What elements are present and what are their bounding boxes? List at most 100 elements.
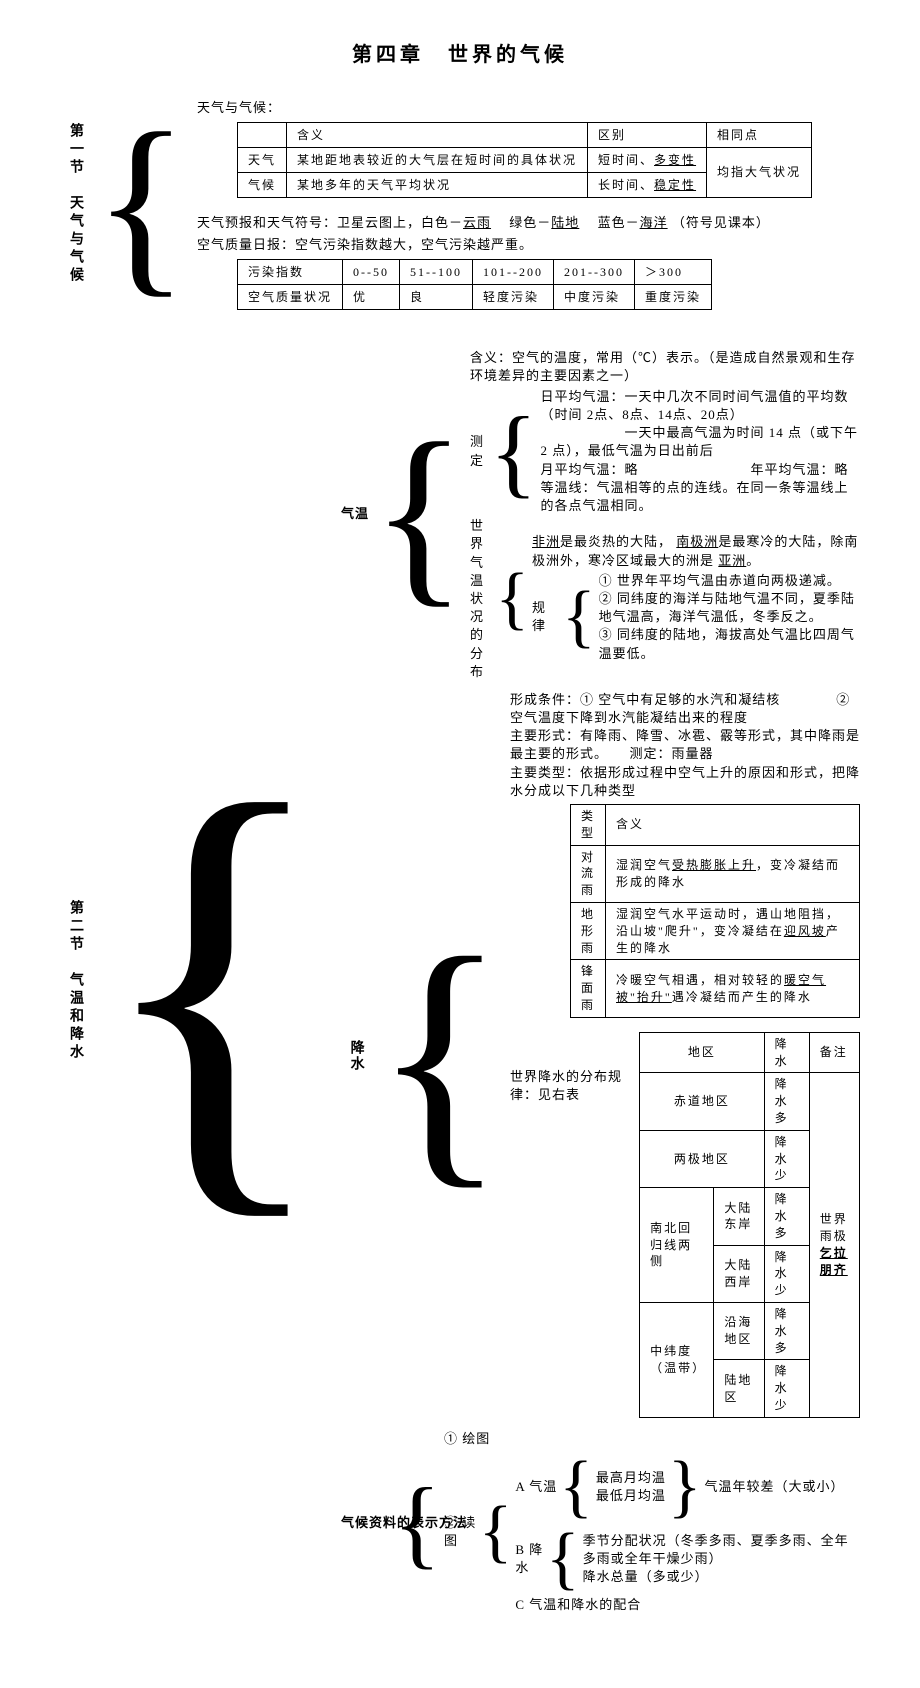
brace-icon: {: [369, 414, 470, 614]
branch-label: 气温: [341, 505, 369, 523]
cell: 降水: [764, 1032, 809, 1073]
cell: 区别: [588, 122, 707, 147]
text: 非洲是最炎热的大陆， 南极洲是最寒冷的大陆，除南极洲外，寒冷区域最大的洲是 亚洲…: [532, 533, 860, 569]
cell: 51--100: [400, 259, 473, 284]
branch-label: 测定: [470, 433, 488, 469]
brace-icon: {: [493, 564, 532, 634]
table-weather-climate: 含义 区别 相同点 天气 某地距地表较近的大气层在短时间的具体状况 短时间、多变…: [237, 122, 812, 198]
section-2: 第二节 气温和降水 { 气温 { 含义：空气的温度，常用（℃）表示。（是造成自然…: [60, 344, 860, 1619]
cell: 0--50: [343, 259, 400, 284]
cell: ＞300: [635, 259, 712, 284]
brace-icon: {: [560, 582, 599, 652]
text: 降水总量（多或少）: [583, 1568, 860, 1586]
text: 等温线：气温相等的点的连线。在同一条等温线上的各点气温相同。: [541, 479, 860, 515]
cell: 重度污染: [635, 284, 712, 309]
text: 形成条件：① 空气中有足够的水汽和凝结核 ② 空气温度下降到水汽能凝结出来的程度: [510, 691, 860, 727]
text: 最高月均温: [596, 1469, 666, 1487]
cell: 空气质量状况: [238, 284, 343, 309]
cell: 对流雨: [571, 845, 606, 902]
branch-label: B 降水: [515, 1541, 544, 1577]
cell: 优: [343, 284, 400, 309]
brace-icon: {: [91, 95, 192, 314]
cell: 大陆东岸: [714, 1188, 764, 1245]
cell: 类型: [571, 805, 606, 846]
cell: 地形雨: [571, 902, 606, 959]
cell: 冷暖空气相遇，相对较轻的暖空气被"抬升"遇冷凝结而产生的降水: [606, 960, 860, 1017]
cell: 短时间、多变性: [588, 147, 707, 172]
cell: 201--300: [554, 259, 635, 284]
cell: 降水多: [764, 1073, 809, 1130]
text: 世界降水的分布规律：见右表: [510, 1028, 629, 1104]
table-rain-types: 类型含义 对流雨湿润空气受热膨胀上升，变冷凝结而形成的降水 地形雨湿润空气水平运…: [570, 804, 860, 1018]
brace-icon: {: [391, 1473, 444, 1573]
cell: 降水少: [764, 1360, 809, 1417]
text: 最低月均温: [596, 1487, 666, 1505]
cell: 含义: [287, 122, 588, 147]
branch-climate-data: 气候资料的表示方法 { ① 绘图 ② 读图 { A 气温 { 最高月均温 最低月…: [341, 1430, 860, 1616]
cell: 大陆西岸: [714, 1245, 764, 1302]
branch-label: 规 律: [532, 599, 560, 635]
cell: 赤道地区: [640, 1073, 765, 1130]
section-1: 第一节 天气与气候 { 天气与气候： 含义 区别 相同点 天气 某地距地表较近的…: [60, 95, 860, 314]
cell: 某地多年的天气平均状况: [287, 172, 588, 197]
brace-icon: {: [488, 402, 541, 502]
cell: 降水少: [764, 1245, 809, 1302]
brace-icon: {: [557, 1452, 596, 1522]
table-air-quality: 污染指数 0--50 51--100 101--200 201--300 ＞30…: [237, 259, 712, 310]
page-title: 第四章 世界的气候: [60, 40, 860, 70]
section-1-label: 第一节 天气与气候: [60, 95, 91, 314]
cell: 轻度污染: [473, 284, 554, 309]
cell: 两极地区: [640, 1130, 765, 1187]
branch-label: A 气温: [515, 1478, 557, 1496]
cell: 中纬度（温带）: [640, 1302, 714, 1417]
cell: 含义: [606, 805, 860, 846]
cell: 长时间、稳定性: [588, 172, 707, 197]
table-distribution: 地区 降水 备注 赤道地区降水多世界雨极乞拉朋齐 两极地区降水少 南北回归线两侧…: [639, 1032, 860, 1418]
cell: 沿海地区: [714, 1302, 764, 1359]
cell: 锋面雨: [571, 960, 606, 1017]
cell: 均指大气状况: [707, 147, 812, 197]
cell: 地区: [640, 1032, 765, 1073]
text: 含义：空气的温度，常用（℃）表示。（是造成自然景观和生存环境差异的主要因素之一）: [470, 349, 860, 385]
cell: 相同点: [707, 122, 812, 147]
brace-icon: {: [544, 1524, 583, 1594]
text: 空气质量日报：空气污染指数越大，空气污染越严重。: [197, 235, 860, 255]
text: 季节分配状况（冬季多雨、夏季多雨、全年多雨或全年干燥少雨）: [583, 1532, 860, 1568]
cell: 良: [400, 284, 473, 309]
brace-icon: {: [477, 1497, 516, 1567]
brace-icon: {: [371, 916, 510, 1196]
brace-icon: }: [666, 1452, 705, 1522]
cell: 世界雨极乞拉朋齐: [809, 1073, 859, 1417]
text: 月平均气温：略 年平均气温：略: [541, 461, 860, 479]
branch-label: 气候资料的表示方法: [341, 1514, 391, 1532]
text: ① 世界年平均气温由赤道向两极递减。: [599, 572, 860, 590]
cell: 气候: [238, 172, 287, 197]
cell: 湿润空气水平运动时，遇山地阻挡，沿山坡"爬升"，变冷凝结在迎风坡产生的降水: [606, 902, 860, 959]
cell: 备注: [809, 1032, 859, 1073]
branch-label: 降水: [341, 1030, 371, 1082]
text: 天气与气候：: [197, 98, 860, 118]
cell: 南北回归线两侧: [640, 1188, 714, 1303]
text: 一天中最高气温为时间 14 点（或下午 2 点），最低气温为日出前后: [541, 424, 860, 460]
cell: [238, 122, 287, 147]
text: C 气温和降水的配合: [515, 1596, 860, 1614]
text: ② 同纬度的海洋与陆地气温不同，夏季陆地气温高，海洋气温低，冬季反之。: [599, 590, 860, 626]
cell: 陆地区: [714, 1360, 764, 1417]
cell: 降水多: [764, 1188, 809, 1245]
branch-label: ② 读图: [444, 1514, 477, 1550]
cell: 降水多: [764, 1302, 809, 1359]
text: ① 绘图: [444, 1430, 860, 1448]
cell: 污染指数: [238, 259, 343, 284]
branch-temperature: 气温 { 含义：空气的温度，常用（℃）表示。（是造成自然景观和生存环境差异的主要…: [341, 346, 860, 683]
cell: 101--200: [473, 259, 554, 284]
cell: 湿润空气受热膨胀上升，变冷凝结而形成的降水: [606, 845, 860, 902]
text: 日平均气温：一天中几次不同时间气温值的平均数（时间 2点、8点、14点、20点）: [541, 388, 860, 424]
text: 主要类型：依据形成过程中空气上升的原因和形式，把降水分成以下几种类型: [510, 764, 860, 800]
branch-label: 世界气温状况的分布: [470, 517, 493, 681]
text: 气温年较差（大或小）: [705, 1478, 845, 1496]
branch-precipitation: 降水 { 形成条件：① 空气中有足够的水汽和凝结核 ② 空气温度下降到水汽能凝结…: [341, 691, 860, 1422]
text: 主要形式：有降雨、降雪、冰雹、霰等形式，其中降雨是最主要的形式。 测定：雨量器: [510, 727, 860, 763]
text: ③ 同纬度的陆地，海拔高处气温比四周气温要低。: [599, 626, 860, 662]
text: 天气预报和天气符号：卫星云图上，白色－云雨 绿色－陆地 蓝色－海洋 （符号见课本…: [197, 213, 860, 233]
section-2-label: 第二节 气温和降水: [60, 344, 91, 1619]
